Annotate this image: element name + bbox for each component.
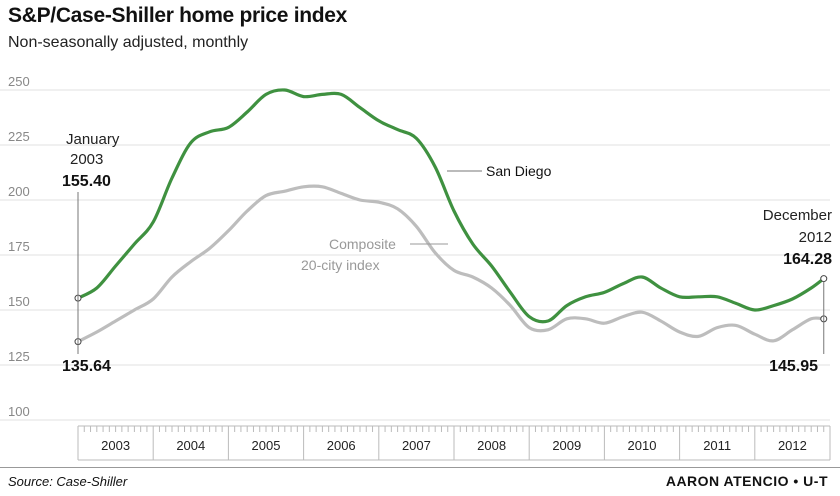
credit-line: AARON ATENCIO • U-T (665, 473, 828, 489)
x-tick-label-2009: 2009 (552, 438, 581, 453)
y-tick-label-225: 225 (8, 129, 30, 144)
end-comp-value: 145.95 (769, 358, 818, 375)
composite-line (76, 184, 826, 344)
x-tick-label-2006: 2006 (327, 438, 356, 453)
san-diego-line (76, 88, 826, 324)
start-sd-value: 155.40 (62, 173, 111, 190)
end-sd-value: 164.28 (783, 251, 832, 268)
y-tick-label-125: 125 (8, 349, 30, 364)
san-diego-series-label: San Diego (486, 163, 552, 179)
series-lines (74, 88, 828, 346)
x-tick-label-2004: 2004 (176, 438, 205, 453)
y-tick-label-175: 175 (8, 239, 30, 254)
y-tick-label-250: 250 (8, 74, 30, 89)
grid-lines (0, 89, 830, 421)
x-axis: 2003 2004 2005 2006 2007 2008 2009 2010 2011 2012 (77, 425, 831, 461)
chart-subtitle: Non-seasonally adjusted, monthly (8, 34, 249, 51)
x-tick-label-2007: 2007 (402, 438, 431, 453)
start-label-year: 2003 (70, 151, 103, 168)
y-tick-label-100: 100 (8, 404, 30, 419)
end-label-month: December (763, 207, 832, 224)
x-tick-label-2003: 2003 (101, 438, 130, 453)
footer-divider (0, 467, 840, 468)
composite-series-label-line2: 20-city index (301, 257, 380, 273)
x-tick-label-2011: 2011 (703, 438, 731, 453)
x-tick-label-2008: 2008 (477, 438, 506, 453)
y-axis-ticks: 100 125 150 175 200 225 250 (8, 74, 30, 419)
san-diego-line-end-point (820, 275, 828, 283)
start-comp-value: 135.64 (62, 358, 111, 375)
source-note: Source: Case-Shiller (8, 474, 128, 489)
annotations: January 2003 155.40 135.64 December 2012… (62, 131, 832, 375)
x-tick-label-2005: 2005 (252, 438, 281, 453)
x-tick-label-2010: 2010 (628, 438, 657, 453)
y-tick-label-150: 150 (8, 294, 30, 309)
chart-title: S&P/Case-Shiller home price index (8, 4, 348, 27)
x-tick-label-2012: 2012 (778, 438, 807, 453)
end-label-year: 2012 (799, 229, 832, 246)
composite-series-label-line1: Composite (329, 236, 396, 252)
y-tick-label-200: 200 (8, 184, 30, 199)
start-label-month: January (66, 131, 120, 148)
